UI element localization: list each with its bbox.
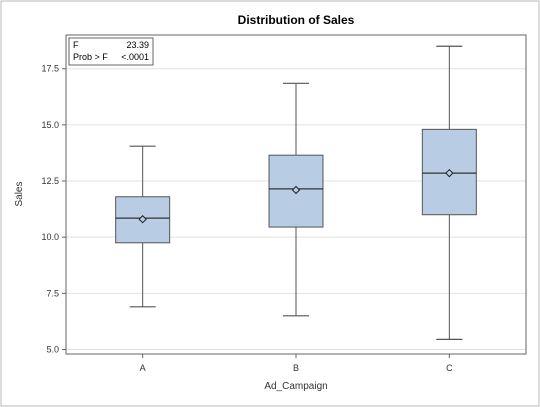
x-axis: A B C: [140, 354, 453, 373]
mean-marker: [291, 185, 301, 195]
x-tick-label: A: [140, 363, 146, 373]
f-label: F: [73, 40, 79, 50]
stats-inset-frame: [68, 37, 154, 66]
mean-marker: [138, 215, 147, 224]
y-tick-label: 17.5: [41, 64, 59, 74]
y-tick-label: 7.5: [46, 288, 59, 298]
y-axis: 5.0 7.5 10.0 12.5 15.0 17.5: [41, 64, 66, 355]
x-tick-label: B: [293, 363, 299, 373]
x-axis-label: Ad_Campaign: [264, 381, 327, 392]
f-value: 23.39: [126, 40, 149, 50]
stats-inset: F 23.39 Prob > F <.0001: [68, 37, 154, 66]
y-tick-label: 12.5: [41, 176, 59, 186]
p-value: <.0001: [121, 52, 149, 62]
box-b: [268, 82, 324, 317]
y-tick-label: 15.0: [41, 120, 59, 130]
chart-title: Distribution of Sales: [238, 13, 355, 27]
y-tick-label: 5.0: [46, 345, 59, 355]
y-axis-label: Sales: [14, 181, 25, 206]
box-c: [421, 45, 477, 340]
y-tick-label: 10.0: [41, 232, 59, 242]
mean-marker: [445, 168, 454, 178]
box-a: [115, 145, 171, 308]
x-tick-label: C: [446, 363, 453, 373]
box-plots: [115, 45, 477, 340]
p-label: Prob > F: [73, 52, 108, 62]
